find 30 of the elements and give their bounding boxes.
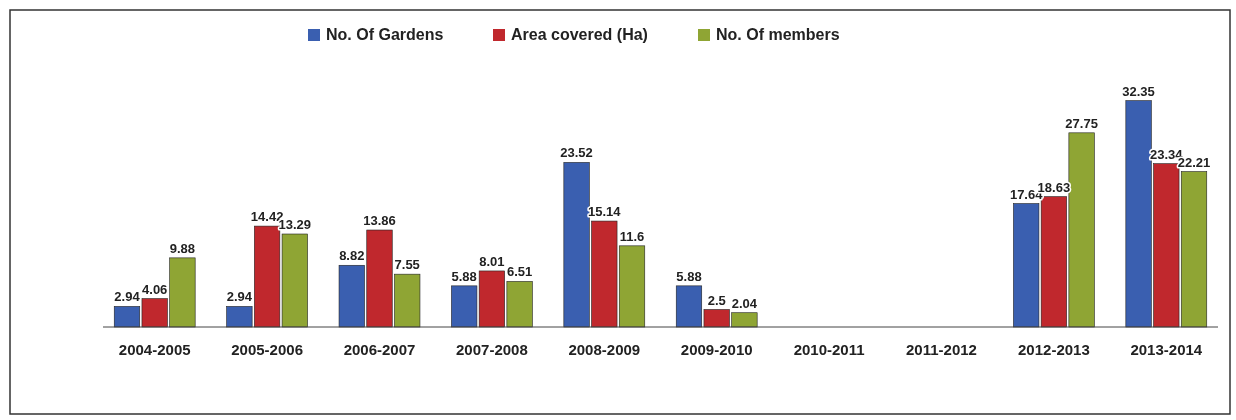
x-tick-label: 2012-2013 — [1018, 341, 1090, 358]
x-tick-label: 2010-2011 — [793, 341, 865, 358]
x-tick-label: 2008-2009 — [568, 341, 641, 358]
data-label: 2.94 — [114, 289, 141, 305]
x-tick-label: 2005-2006 — [231, 341, 303, 358]
data-label: 11.6 — [619, 228, 645, 244]
x-tick-label: 2004-2005 — [118, 341, 191, 358]
data-label: 2.04 — [731, 295, 758, 311]
legend-label: No. Of members — [716, 26, 840, 43]
x-tick-label: 2007-2008 — [456, 341, 528, 358]
data-label: 8.82 — [339, 248, 365, 264]
data-label: 2.94 — [226, 289, 253, 305]
data-label: 2.5 — [707, 292, 726, 308]
x-tick-label: 2006-2007 — [343, 341, 416, 358]
data-label: 13.86 — [363, 213, 396, 229]
data-label: 23.52 — [560, 145, 593, 161]
x-tick-label: 2013-2014 — [1130, 341, 1203, 358]
data-label: 4.06 — [142, 281, 168, 297]
data-label: 9.88 — [169, 240, 196, 256]
x-tick-label: 2009-2010 — [680, 341, 753, 358]
x-tick-label: 2011-2012 — [906, 341, 977, 358]
data-label: 7.55 — [394, 257, 420, 273]
data-label: 5.88 — [676, 268, 702, 284]
data-label: 8.01 — [479, 253, 505, 269]
data-label: 5.88 — [451, 268, 477, 284]
data-label: 32.35 — [1122, 83, 1155, 99]
legend-label: No. Of Gardens — [326, 26, 444, 43]
legend-label: Area covered (Ha) — [511, 26, 648, 43]
data-label: 27.75 — [1065, 115, 1098, 131]
data-label: 6.51 — [506, 264, 533, 280]
